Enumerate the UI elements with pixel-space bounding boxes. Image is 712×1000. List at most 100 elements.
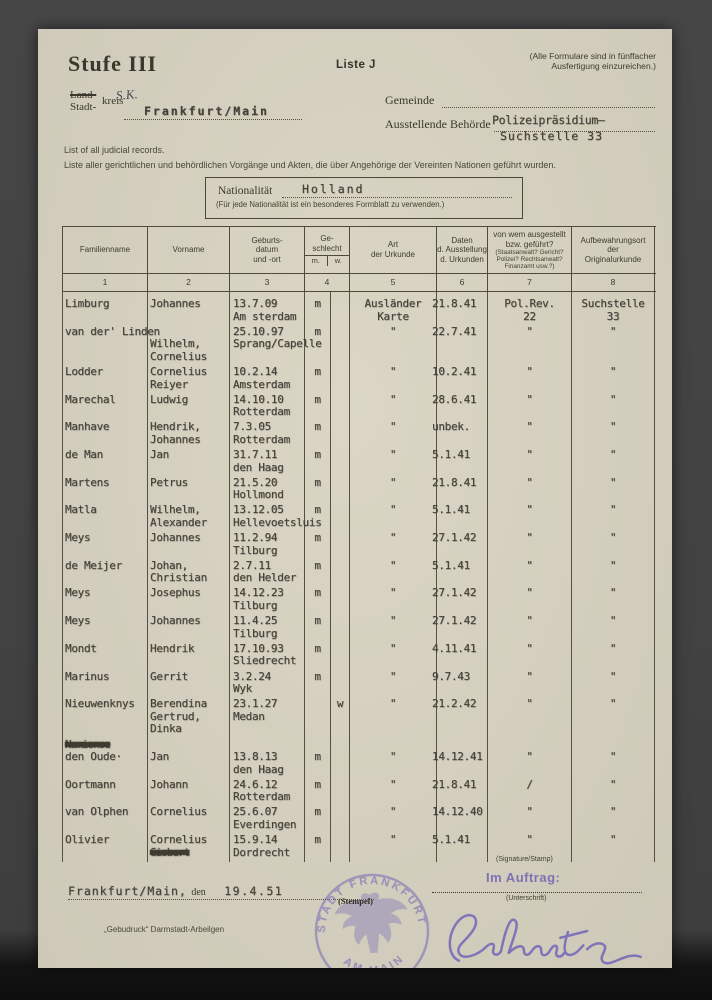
table-cell: " xyxy=(572,448,655,477)
form-grade-title: Stufe III xyxy=(68,51,158,76)
table-row: Matla Wilhelm, Alexander 13.12.05 Hellevoets… xyxy=(62,504,656,533)
column-header-6: Daten d. Ausstellung d. Urkunden xyxy=(437,227,488,273)
gemeinde-label: Gemeinde xyxy=(385,93,435,107)
intro-german: Liste aller gerichtlichen und behördlich… xyxy=(64,160,556,170)
place-value: Frankfurt/Main, xyxy=(68,884,187,898)
table-cell: " xyxy=(488,559,572,588)
table-row: Meys Josephus 14.12.23 Tilburg m " 27.1.42 " " xyxy=(62,587,656,616)
column-number-4: 4 xyxy=(305,274,350,291)
copies-instruction-note: (Alle Formulare sind in fünffacher Ausfe… xyxy=(529,51,656,71)
table-cell xyxy=(331,834,350,862)
table-cell: 23.1.27 Medan xyxy=(230,698,305,739)
table-row: Manhave Hendrik, Johannes 7.3.05 Rotterdam m "… xyxy=(62,421,656,450)
table-cell: " xyxy=(488,365,572,394)
table-cell: m xyxy=(305,365,331,394)
table-cell: Meys xyxy=(62,587,148,616)
city-stamp: STADT FRANKFURT AM MAIN xyxy=(312,871,430,968)
table-cell: 14.12.41 xyxy=(432,738,488,779)
table-cell: Lodder xyxy=(62,365,148,394)
table-cell: " xyxy=(572,806,655,835)
column-header-3: Geburts-datum und -ort xyxy=(230,227,305,273)
table-cell: 14.10.10 Rotterdam xyxy=(230,393,305,422)
table-cell: 25.6.07 Everdingen xyxy=(230,806,305,835)
nationality-label: Nationalität xyxy=(218,185,273,197)
table-cell: / xyxy=(488,778,572,807)
place-date-line: Frankfurt/Main, den 19.4.51 xyxy=(68,882,283,900)
table-cell: m xyxy=(305,587,331,616)
table-cell: Olivier xyxy=(62,834,148,862)
table-cell: " xyxy=(572,393,655,422)
table-cell xyxy=(331,365,350,394)
table-cell: de Meijer xyxy=(62,559,148,588)
table-cell: 5.1.41 xyxy=(432,504,488,533)
table-cell: " xyxy=(350,587,437,616)
behoerde-value-line xyxy=(494,117,655,132)
table-cell: Matla xyxy=(62,504,148,533)
table-cell: Oortmann xyxy=(62,778,148,807)
table-cell: 17.10.93 Sliedrecht xyxy=(230,642,305,671)
table-cell: Marechal xyxy=(62,393,148,422)
table-cell xyxy=(331,642,350,671)
intro-english: List of all judicial records. xyxy=(64,145,165,155)
table-cell: Cornelius Reiyer xyxy=(148,365,230,394)
land-label-struck: Land- xyxy=(70,89,97,101)
table-cell: " xyxy=(488,615,572,643)
table-cell: Hendrik, Johannes xyxy=(148,421,230,450)
behoerde-label: Ausstellende Behörde xyxy=(385,117,491,131)
table-cell xyxy=(331,670,350,699)
table-cell: Martens xyxy=(62,476,148,505)
table-row: Olivier Cornelius Gisbert 15.9.14 Dordrecht m… xyxy=(62,834,656,862)
handwritten-sk: S.K. xyxy=(115,86,139,103)
table-cell: " xyxy=(488,504,572,533)
table-cell: 21.8.41 xyxy=(432,292,488,326)
table-cell: 10.2.41 xyxy=(432,365,488,394)
table-cell: 28.6.41 xyxy=(432,393,488,422)
table-cell: " xyxy=(488,448,572,477)
table-cell: " xyxy=(350,365,437,394)
table-cell: 9.7.43 xyxy=(432,670,488,699)
table-cell: m xyxy=(305,559,331,588)
table-cell: " xyxy=(488,587,572,616)
table-cell xyxy=(331,476,350,505)
table-cell: m xyxy=(305,670,331,699)
table-cell: " xyxy=(572,834,655,862)
table-cell: 21.8.41 xyxy=(432,778,488,807)
table-cell: 31.7.11 den Haag xyxy=(230,448,305,477)
table-cell: Pol.Rev. 22 xyxy=(488,292,572,326)
table-cell xyxy=(331,615,350,643)
table-cell: Gerrit xyxy=(148,670,230,699)
table-cell: Wilhelm, Alexander xyxy=(148,504,230,533)
table-cell: w xyxy=(331,698,350,739)
table-cell: Ludwig xyxy=(148,393,230,422)
table-cell: " xyxy=(572,615,655,643)
table-cell: 27.1.42 xyxy=(432,531,488,560)
table-cell: Namionse den Oude· xyxy=(62,738,148,779)
table-cell: " xyxy=(572,325,655,366)
table-cell: Ausländer Karte xyxy=(350,292,437,326)
table-cell: " xyxy=(350,670,437,699)
table-body: Limburg Johannes 13.7.09 Am sterdam m Ausländ… xyxy=(62,292,656,862)
column-header-4: Ge-schlecht m. w. xyxy=(305,227,350,273)
table-cell: 21.2.42 xyxy=(432,698,488,739)
table-cell: " xyxy=(350,834,437,862)
table-cell xyxy=(305,698,331,739)
table-cell: 11.4.25 Tilburg xyxy=(230,615,305,643)
table-cell: 10.2.14 Amsterdam xyxy=(230,365,305,394)
den-label: den xyxy=(191,887,206,898)
table-cell: Johannes xyxy=(148,292,230,326)
nationality-value-line xyxy=(282,185,512,198)
table-row: Mondt Hendrik 17.10.93 Sliedrecht m " 4.11.41 "… xyxy=(62,642,656,671)
table-cell: m xyxy=(305,531,331,560)
table-cell: " xyxy=(572,531,655,560)
column-header-5: Art der Urkunde xyxy=(350,227,437,273)
table-cell: 15.9.14 Dordrecht xyxy=(230,834,305,862)
handwritten-signature xyxy=(448,914,642,965)
table-cell: " xyxy=(350,421,437,450)
unterschrift-note: (Unterschrift) xyxy=(506,895,547,902)
table-cell: 21.5.20 Hollmond xyxy=(230,476,305,505)
table-row: van der' Linden Wilhelm, Cornelius 25.10.9… xyxy=(62,325,656,366)
table-cell xyxy=(331,532,350,560)
table-row: Marechal Ludwig 14.10.10 Rotterdam m " 28.6.41… xyxy=(62,393,656,422)
table-cell: m xyxy=(305,292,331,326)
table-cell: " xyxy=(488,698,572,739)
